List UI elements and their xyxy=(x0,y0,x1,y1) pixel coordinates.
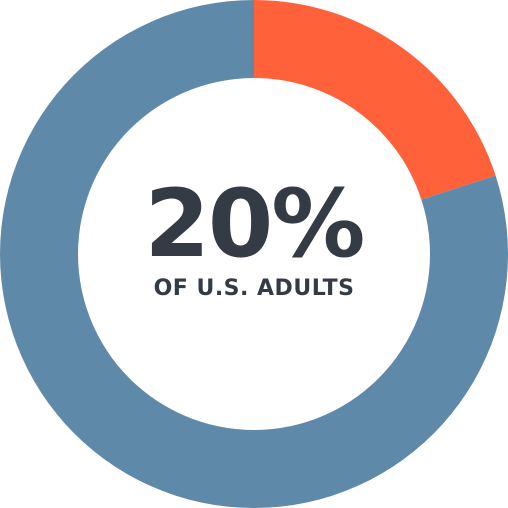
donut-slice-0 xyxy=(254,0,496,200)
center-caption: OF U.S. ADULTS xyxy=(153,276,355,301)
center-percentage: 20% xyxy=(144,170,366,279)
